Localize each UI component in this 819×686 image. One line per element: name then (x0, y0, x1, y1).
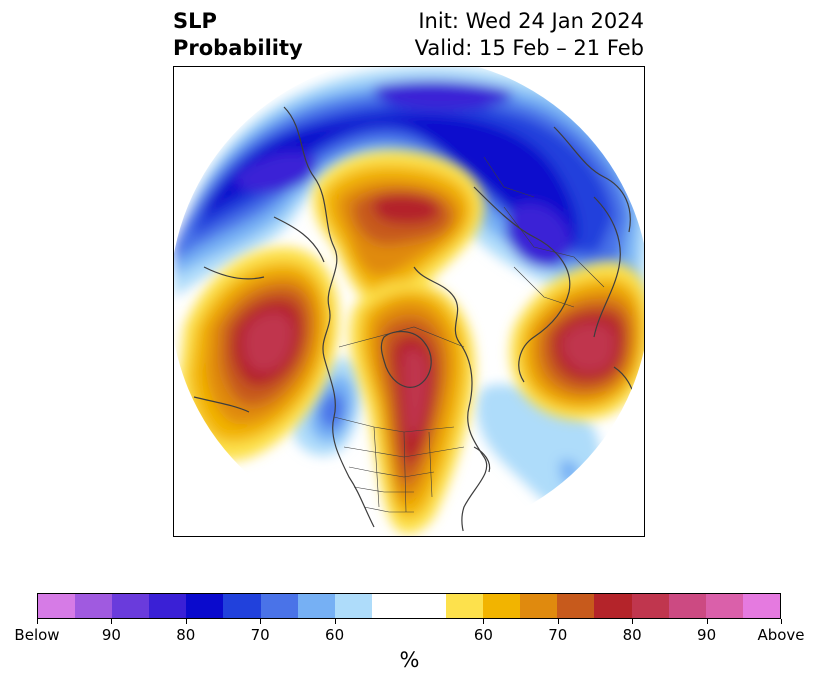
colorbar-segment-7 (297, 594, 335, 618)
colorbar-segment-2 (112, 594, 150, 618)
colorbar-tickmark (335, 619, 336, 624)
init-date: Init: Wed 24 Jan 2024 (418, 9, 644, 33)
colorbar-tickmark (707, 619, 708, 624)
political-borders (333, 156, 605, 513)
colorbar-tick-label: Above (757, 626, 805, 644)
colorbar-tick-label: 90 (101, 626, 121, 644)
colorbar-segment-15 (594, 594, 632, 618)
colorbar-segment-5 (223, 594, 261, 618)
colorbar-segment-1 (75, 594, 113, 618)
colorbar-tick-label: 60 (473, 626, 493, 644)
colorbar-segment-3 (149, 594, 187, 618)
colorbar-segment-6 (260, 594, 298, 618)
colorbar-segment-16 (631, 594, 669, 618)
colorbar-tick-label: 70 (548, 626, 568, 644)
run-info: Init: Wed 24 Jan 2024 Valid: 15 Feb – 21… (415, 8, 644, 62)
colorbar-segment-19 (742, 594, 780, 618)
map-panel (173, 66, 645, 537)
above-normal-regions (179, 150, 644, 534)
colorbar-tickmark (37, 619, 38, 624)
title-line-2: Probability (173, 36, 303, 60)
valid-range: Valid: 15 Feb – 21 Feb (414, 36, 644, 60)
colorbar-tick-label: 80 (622, 626, 642, 644)
colorbar-tickmark (632, 619, 633, 624)
colorbar (37, 593, 781, 619)
colorbar-segment-10 (408, 594, 447, 618)
colorbar-segment-9 (371, 594, 409, 618)
colorbar-tickmark (111, 619, 112, 624)
colorbar-segment-12 (483, 594, 521, 618)
probability-map (174, 67, 644, 536)
colorbar-tickmark (558, 619, 559, 624)
colorbar-segment-14 (557, 594, 595, 618)
title-line-1: SLP (173, 9, 217, 33)
colorbar-segment-17 (668, 594, 706, 618)
colorbar-tick-label: 70 (250, 626, 270, 644)
chart-title: SLP Probability (173, 8, 303, 62)
colorbar-tick-label: 80 (176, 626, 196, 644)
colorbar-segment-8 (334, 594, 372, 618)
colorbar-tickmark (260, 619, 261, 624)
colorbar-segment-4 (186, 594, 224, 618)
colorbar-segment-18 (705, 594, 743, 618)
colorbar-tickmark (781, 619, 782, 624)
colorbar-segment-11 (446, 594, 484, 618)
colorbar-tickmark (186, 619, 187, 624)
coastlines (183, 106, 636, 536)
colorbar-tick-label: 90 (697, 626, 717, 644)
colorbar-tick-label: Below (14, 626, 60, 644)
colorbar-label: % (399, 648, 420, 672)
colorbar-tick-label: 60 (325, 626, 345, 644)
colorbar-segment-0 (38, 594, 76, 618)
colorbar-tickmark (483, 619, 484, 624)
colorbar-segment-13 (520, 594, 558, 618)
probability-field (174, 67, 644, 536)
